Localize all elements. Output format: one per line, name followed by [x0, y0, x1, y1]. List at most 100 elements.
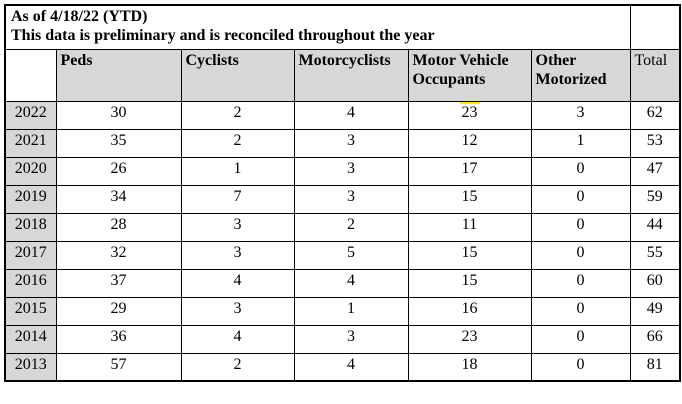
data-cell-2020-motor-vehicle-occupants: 17 [407, 156, 532, 186]
data-cell-2015-total: 49 [629, 296, 681, 326]
cell-value: 3 [233, 243, 242, 261]
cell-value: 17 [461, 159, 478, 177]
table-row-2015: 2015 29 3 1 16 0 49 [4, 296, 681, 326]
cell-value: 3 [347, 159, 355, 177]
year-cell-2018: 2018 [4, 212, 57, 242]
cell-value: 0 [576, 159, 585, 177]
cell-value: 4 [347, 271, 355, 289]
data-cell-2014-peds: 36 [55, 324, 182, 354]
data-cell-2021-peds: 35 [55, 128, 182, 158]
cell-value: 0 [576, 243, 585, 261]
data-cell-2018-cyclists: 3 [180, 212, 295, 242]
cell-value: 2 [347, 215, 355, 233]
cell-value: 30 [110, 103, 127, 121]
data-cell-2020-total: 47 [629, 156, 681, 186]
cell-value: 57 [110, 355, 127, 373]
data-cell-2016-motor-vehicle-occupants: 15 [407, 268, 532, 298]
table-row-2014: 2014 36 4 3 23 0 66 [4, 324, 681, 354]
cell-value: 1 [347, 299, 355, 317]
cell-value: 47 [646, 159, 663, 177]
cell-value: 16 [461, 299, 478, 317]
data-cell-2014-motor-vehicle-occupants: 23 [407, 324, 532, 354]
year-cell-2019: 2019 [4, 184, 57, 214]
data-cell-2016-cyclists: 4 [180, 268, 295, 298]
table-title: As of 4/18/22 (YTD) This data is prelimi… [4, 4, 631, 50]
cell-value: 2 [233, 103, 242, 121]
year-cell-2014: 2014 [4, 324, 57, 354]
data-cell-2015-cyclists: 3 [180, 296, 295, 326]
column-header-other-motorized: Other Motorized [530, 48, 631, 102]
cell-value: 3 [233, 299, 242, 317]
cell-value: 32 [110, 243, 127, 261]
table-row-2018: 2018 28 3 2 11 0 44 [4, 212, 681, 242]
data-cell-2020-other-motorized: 0 [530, 156, 631, 186]
cell-value: 60 [646, 271, 663, 289]
cell-value: 18 [461, 355, 478, 373]
data-cell-2014-cyclists: 4 [180, 324, 295, 354]
cell-value: 35 [110, 131, 127, 149]
table-row-2020: 2020 26 1 3 17 0 47 [4, 156, 681, 186]
cell-value: 29 [110, 299, 127, 317]
cell-value: 1 [233, 159, 242, 177]
cell-value: 62 [646, 103, 663, 121]
data-cell-2013-other-motorized: 0 [530, 352, 631, 382]
column-header-motorcyclists: Motorcyclists [293, 48, 409, 102]
column-header-cyclists: Cyclists [180, 48, 295, 102]
data-cell-2020-cyclists: 1 [180, 156, 295, 186]
data-cell-2022-total: 62 [629, 100, 681, 130]
data-cell-2018-motor-vehicle-occupants: 11 [407, 212, 532, 242]
cell-value: 4 [233, 327, 242, 345]
data-cell-2016-peds: 37 [55, 268, 182, 298]
table-row-2019: 2019 34 7 3 15 0 59 [4, 184, 681, 214]
year-cell-2020: 2020 [4, 156, 57, 186]
table-row-2016: 2016 37 4 4 15 0 60 [4, 268, 681, 298]
data-cell-2020-peds: 26 [55, 156, 182, 186]
cell-value: 55 [646, 243, 663, 261]
data-cell-2021-total: 53 [629, 128, 681, 158]
year-cell-2016: 2016 [4, 268, 57, 298]
cell-value: 2 [233, 355, 242, 373]
data-cell-2021-cyclists: 2 [180, 128, 295, 158]
cell-value: 26 [110, 159, 127, 177]
cell-value: 3 [576, 103, 585, 121]
corner-cell [4, 48, 57, 102]
document-page: As of 4/18/22 (YTD) This data is prelimi… [4, 4, 681, 383]
data-cell-2019-cyclists: 7 [180, 184, 295, 214]
data-cell-2017-peds: 32 [55, 240, 182, 270]
cell-value: 4 [347, 103, 355, 121]
table-row-2017: 2017 32 3 5 15 0 55 [4, 240, 681, 270]
cell-value: 15 [461, 271, 478, 289]
data-cell-2015-peds: 29 [55, 296, 182, 326]
data-cell-2016-other-motorized: 0 [530, 268, 631, 298]
data-cell-2014-other-motorized: 0 [530, 324, 631, 354]
cell-value: 15 [461, 243, 478, 261]
title-line2: This data is preliminary and is reconcil… [11, 26, 435, 44]
cell-value: 0 [576, 215, 585, 233]
title-spacer-cell [629, 4, 681, 50]
year-cell-2013: 2013 [4, 352, 57, 382]
table-body: 2022 30 2 4 23 3 62 2021 35 2 3 12 1 53 2020 26 1 3 17 0 47 2… [4, 100, 681, 382]
cell-value: 2 [233, 131, 242, 149]
data-cell-2022-cyclists: 2 [180, 100, 295, 130]
cell-value: 34 [110, 187, 127, 205]
data-cell-2013-cyclists: 2 [180, 352, 295, 382]
data-cell-2021-motor-vehicle-occupants: 12 [407, 128, 532, 158]
column-header-peds: Peds [55, 48, 182, 102]
cell-value: 66 [646, 327, 663, 345]
cell-value: 23 [459, 102, 480, 123]
cell-value: 4 [233, 271, 242, 289]
table-row-2021: 2021 35 2 3 12 1 53 [4, 128, 681, 158]
cell-value: 0 [576, 271, 585, 289]
cell-value: 81 [646, 355, 663, 373]
data-cell-2015-motorcyclists: 1 [293, 296, 409, 326]
cell-value: 3 [347, 327, 355, 345]
data-cell-2019-motor-vehicle-occupants: 15 [407, 184, 532, 214]
data-cell-2019-other-motorized: 0 [530, 184, 631, 214]
header-row: Peds Cyclists Motorcyclists Motor Vehicle O… [4, 48, 681, 102]
year-cell-2022: 2022 [4, 100, 57, 130]
cell-value: 0 [576, 187, 585, 205]
column-header-motor-vehicle-occupants: Motor Vehicle Occupants [407, 48, 532, 102]
cell-value: 23 [461, 327, 478, 345]
data-cell-2018-peds: 28 [55, 212, 182, 242]
cell-value: 53 [646, 131, 663, 149]
